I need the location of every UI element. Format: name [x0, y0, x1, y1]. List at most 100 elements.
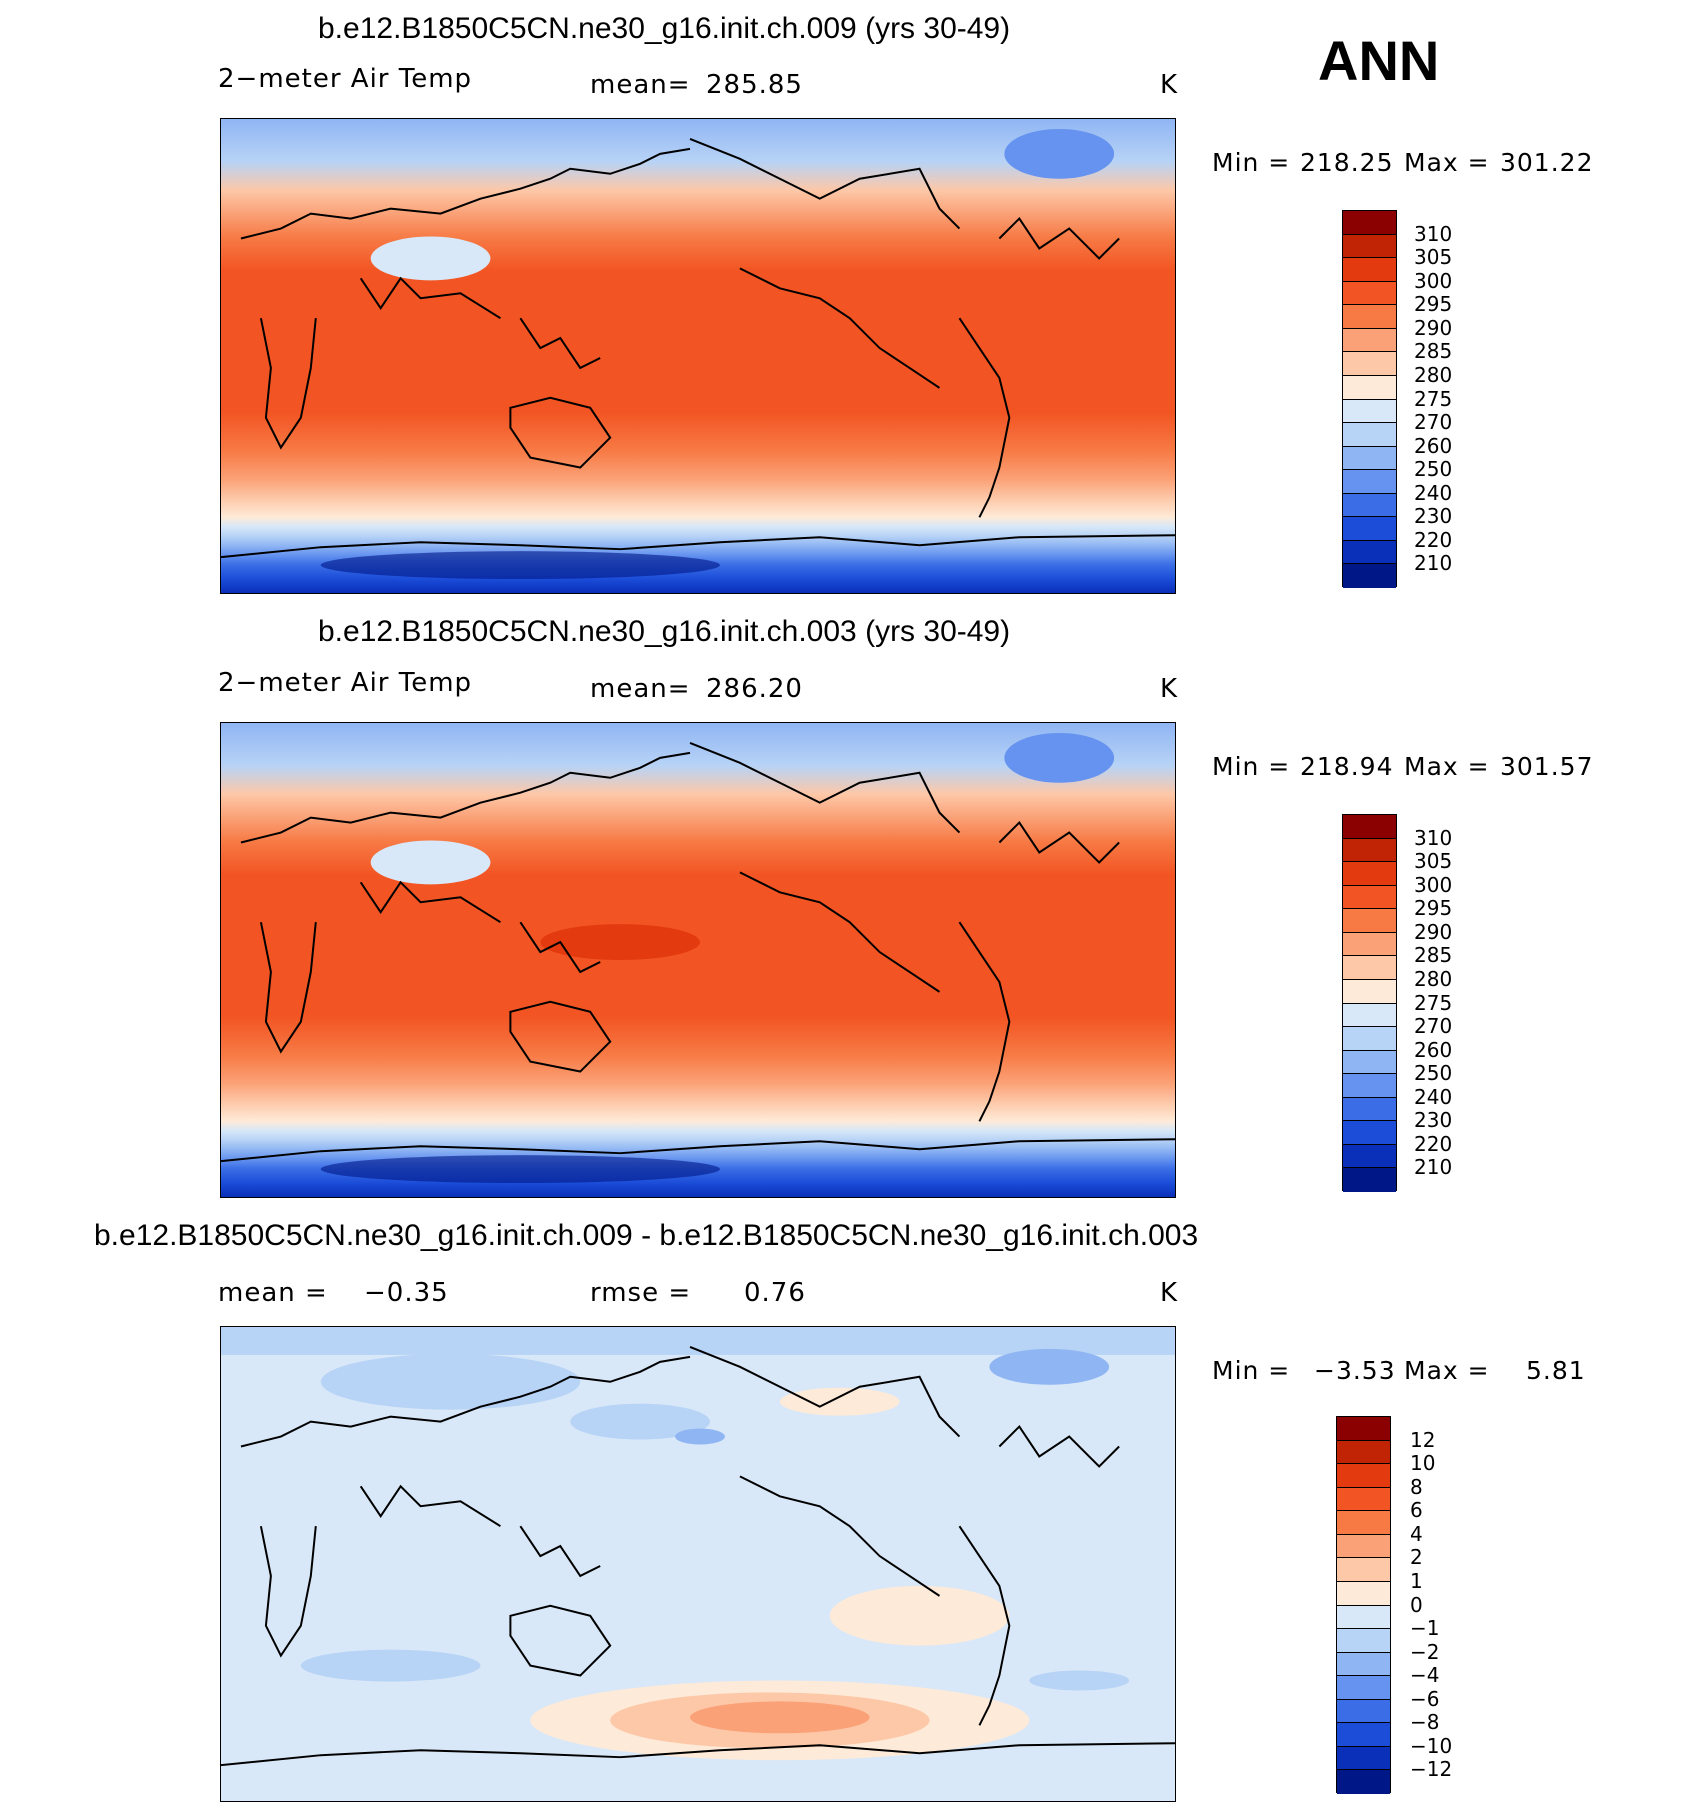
colorbar-segment — [1343, 885, 1396, 910]
colorbar-tick-label: 305 — [1414, 245, 1453, 270]
colorbar-tick-label: 12 — [1410, 1427, 1436, 1452]
colorbar-tick-label: −4 — [1410, 1663, 1440, 1688]
colorbar-segment — [1343, 258, 1396, 282]
colorbar-tick-label: 250 — [1414, 1061, 1453, 1086]
panel2-colorbar — [1342, 814, 1397, 1192]
colorbar-segment — [1343, 1074, 1396, 1098]
panel1-mean-label: mean= — [590, 70, 691, 100]
colorbar-segment — [1343, 399, 1396, 424]
colorbar-segment — [1343, 1097, 1396, 1122]
colorbar-segment — [1343, 375, 1396, 400]
colorbar-segment — [1343, 956, 1396, 980]
colorbar-segment — [1343, 862, 1396, 886]
panel1-title: b.e12.B1850C5CN.ne30_g16.init.ch.009 (yr… — [318, 12, 1011, 45]
panel2-units: K — [1160, 674, 1179, 704]
colorbar-tick-label: 290 — [1414, 919, 1453, 944]
colorbar-tick-label: 230 — [1414, 504, 1453, 529]
panel1-min-label: Min = — [1212, 148, 1291, 177]
colorbar-tick-label: 295 — [1414, 292, 1453, 317]
colorbar-segment — [1337, 1629, 1390, 1653]
panel2-max-value: 301.57 — [1500, 752, 1594, 781]
colorbar-tick-label: 280 — [1414, 966, 1453, 991]
colorbar-segment — [1343, 234, 1396, 259]
colorbar-tick-label: 275 — [1414, 990, 1453, 1015]
colorbar-tick-label: 280 — [1414, 362, 1453, 387]
colorbar-segment — [1343, 932, 1396, 957]
colorbar-tick-label: 285 — [1414, 943, 1453, 968]
colorbar-segment — [1337, 1440, 1390, 1465]
panel3-max-label: Max = — [1404, 1356, 1490, 1385]
colorbar-segment — [1343, 423, 1396, 447]
colorbar-tick-label: 260 — [1414, 1037, 1453, 1062]
panel2-max-label: Max = — [1404, 752, 1490, 781]
colorbar-segment — [1337, 1534, 1390, 1559]
colorbar-segment — [1343, 1027, 1396, 1051]
colorbar-tick-label: 290 — [1414, 315, 1453, 340]
colorbar-tick-label: 285 — [1414, 339, 1453, 364]
colorbar-tick-label: 8 — [1410, 1474, 1423, 1499]
colorbar-tick-label: 0 — [1410, 1592, 1423, 1617]
colorbar-tick-label: 300 — [1414, 872, 1453, 897]
panel2-min-value: 218.94 — [1300, 752, 1394, 781]
colorbar-tick-label: 250 — [1414, 457, 1453, 482]
colorbar-tick-label: 210 — [1414, 551, 1453, 576]
colorbar-tick-label: 2 — [1410, 1545, 1423, 1570]
panel1-map — [220, 118, 1176, 594]
panel2-map — [220, 722, 1176, 1198]
panel2-title: b.e12.B1850C5CN.ne30_g16.init.ch.003 (yr… — [318, 615, 1011, 648]
colorbar-tick-label: 240 — [1414, 1084, 1453, 1109]
colorbar-tick-label: 300 — [1414, 268, 1453, 293]
colorbar-segment — [1343, 540, 1396, 565]
colorbar-tick-label: −12 — [1410, 1757, 1453, 1782]
panel2-mean-label: mean= — [590, 674, 691, 704]
season-label: ANN — [1318, 29, 1440, 92]
colorbar-tick-label: −8 — [1410, 1710, 1440, 1735]
panel1-colorbar — [1342, 210, 1397, 588]
colorbar-tick-label: 4 — [1410, 1521, 1423, 1546]
colorbar-segment — [1337, 1464, 1390, 1488]
panel3-max-value: 5.81 — [1526, 1356, 1586, 1385]
colorbar-segment — [1343, 328, 1396, 353]
colorbar-tick-label: 230 — [1414, 1108, 1453, 1133]
colorbar-tick-label: −10 — [1410, 1733, 1453, 1758]
colorbar-segment — [1343, 564, 1396, 588]
panel1-variable: 2−meter Air Temp — [218, 64, 473, 94]
panel3-min-value: −3.53 — [1314, 1356, 1396, 1385]
panel3-mean-label: mean = — [218, 1278, 328, 1308]
panel3-difference-field — [221, 1327, 1175, 1801]
colorbar-segment — [1337, 1746, 1390, 1771]
colorbar-segment — [1343, 211, 1396, 235]
colorbar-tick-label: −6 — [1410, 1686, 1440, 1711]
colorbar-segment — [1343, 517, 1396, 541]
panel2-variable: 2−meter Air Temp — [218, 668, 473, 698]
panel1-mean-value: 285.85 — [706, 70, 803, 100]
colorbar-tick-label: 275 — [1414, 386, 1453, 411]
colorbar-segment — [1343, 446, 1396, 471]
colorbar-segment — [1337, 1558, 1390, 1582]
colorbar-tick-label: −2 — [1410, 1639, 1440, 1664]
colorbar-segment — [1343, 1144, 1396, 1169]
colorbar-segment — [1343, 815, 1396, 839]
colorbar-tick-label: 305 — [1414, 849, 1453, 874]
panel2-min-label: Min = — [1212, 752, 1291, 781]
colorbar-tick-label: 210 — [1414, 1155, 1453, 1180]
panel3-units: K — [1160, 1278, 1179, 1308]
colorbar-segment — [1337, 1652, 1390, 1677]
colorbar-segment — [1337, 1581, 1390, 1606]
panel3-rmse-label: rmse = — [590, 1278, 692, 1308]
colorbar-segment — [1343, 493, 1396, 518]
colorbar-segment — [1337, 1676, 1390, 1700]
colorbar-tick-label: 240 — [1414, 480, 1453, 505]
colorbar-segment — [1343, 281, 1396, 306]
panel1-max-value: 301.22 — [1500, 148, 1594, 177]
colorbar-segment — [1343, 352, 1396, 376]
colorbar-tick-label: 1 — [1410, 1568, 1423, 1593]
colorbar-segment — [1343, 1003, 1396, 1028]
colorbar-segment — [1337, 1487, 1390, 1512]
colorbar-tick-label: 10 — [1410, 1451, 1436, 1476]
panel3-min-label: Min = — [1212, 1356, 1291, 1385]
colorbar-tick-label: −1 — [1410, 1616, 1440, 1641]
panel1-temperature-field — [221, 119, 1175, 593]
colorbar-segment — [1337, 1699, 1390, 1724]
colorbar-segment — [1343, 838, 1396, 863]
